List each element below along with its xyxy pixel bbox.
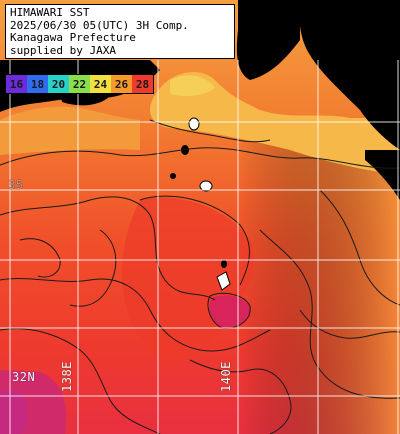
western-coastal-water <box>0 106 140 155</box>
title-line-2: 2025/06/30 05(UTC) 3H Comp. <box>10 18 189 32</box>
legend-cell-24: 24 <box>90 75 111 93</box>
title-line-4: supplied by JAXA <box>10 43 116 57</box>
temperature-legend: 16 18 20 22 24 26 28 <box>5 74 154 94</box>
bay-cool-water <box>170 75 215 96</box>
legend-cell-26: 26 <box>111 75 132 93</box>
land-miura-north <box>236 0 300 80</box>
latitude-label-32n: 32N <box>12 370 36 384</box>
legend-cell-22: 22 <box>69 75 90 93</box>
latitude-label-upper: 35 <box>8 178 24 192</box>
legend-cell-18: 18 <box>27 75 48 93</box>
legend-cell-20: 20 <box>48 75 69 93</box>
hot-spot-center <box>209 295 251 329</box>
longitude-label-140e: 140E <box>219 361 233 392</box>
legend-cell-28: 28 <box>132 75 153 93</box>
isotherm-contours <box>0 119 400 434</box>
legend-cell-16: 16 <box>6 75 27 93</box>
island-5 <box>216 271 231 291</box>
land-east-tip <box>365 150 400 200</box>
title-line-3: Kanagawa Prefecture <box>10 31 136 44</box>
title-line-1: HIMAWARI SST <box>10 6 90 19</box>
island-3 <box>199 180 213 192</box>
island-6 <box>221 260 227 268</box>
eastern-cooler-water <box>240 140 400 434</box>
longitude-label-138e: 138E <box>60 361 74 392</box>
map-title-box: HIMAWARI SST 2025/06/30 05(UTC) 3H Comp.… <box>5 4 235 59</box>
island-1 <box>188 117 200 131</box>
hot-spot-southwest-core <box>0 390 28 434</box>
lat-lon-grid <box>0 60 400 434</box>
land-boso-peninsula <box>299 0 400 150</box>
coastal-cool-band <box>150 72 400 175</box>
island-4 <box>170 173 176 179</box>
